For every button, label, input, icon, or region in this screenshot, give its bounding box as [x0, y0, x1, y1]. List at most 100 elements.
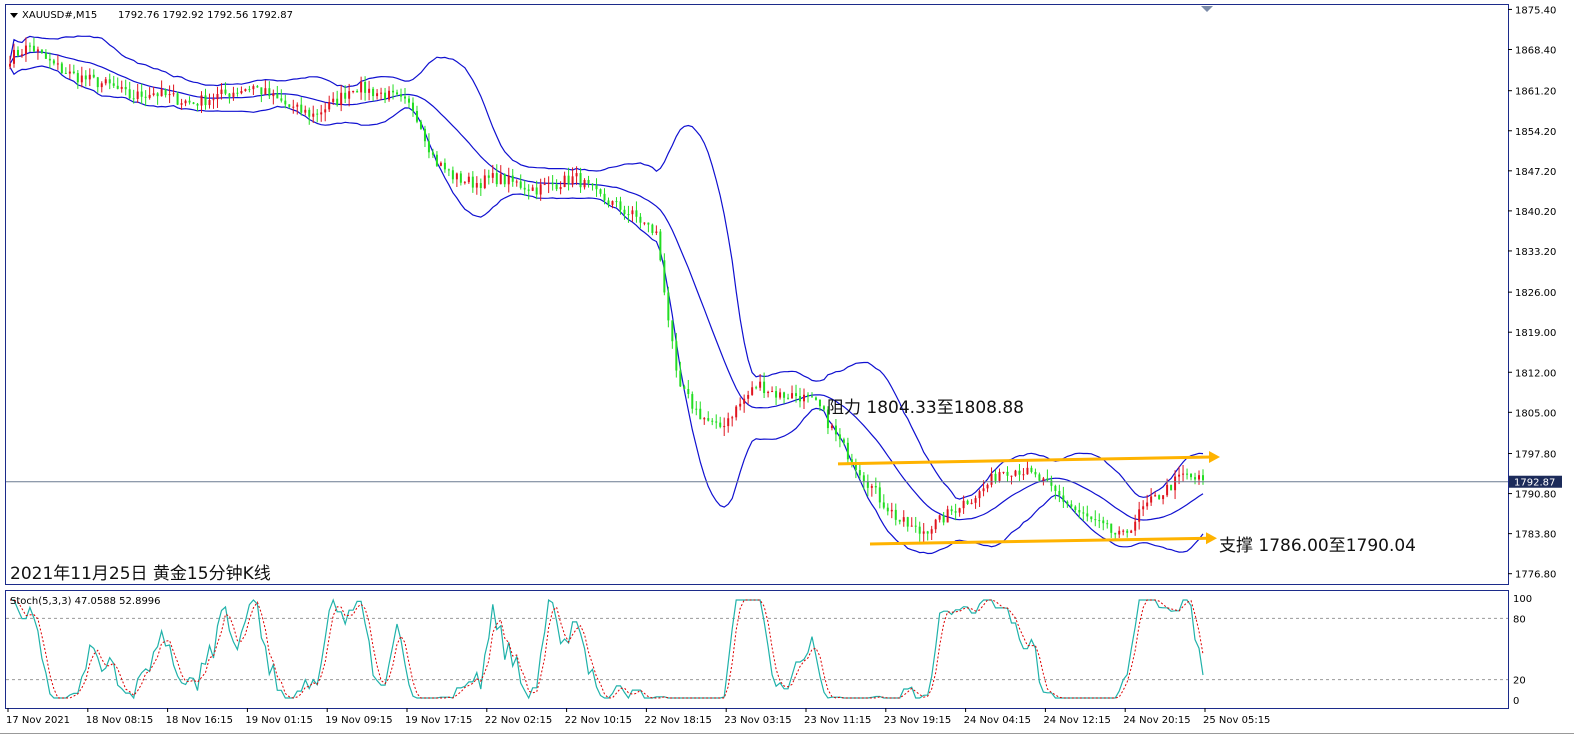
candle	[1150, 488, 1153, 506]
candle	[946, 505, 949, 523]
support-arrow	[869, 532, 1217, 546]
x-tick-label: 25 Nov 05:15	[1203, 715, 1270, 726]
x-tick-label: 19 Nov 17:15	[405, 715, 472, 726]
candle	[803, 388, 806, 410]
candle	[1190, 473, 1193, 481]
candle	[60, 61, 63, 75]
candle	[862, 472, 865, 491]
x-tick-label: 23 Nov 19:15	[884, 715, 951, 726]
candle	[64, 67, 67, 74]
y-tick-label: 1826.00	[1515, 288, 1556, 299]
candle	[228, 93, 231, 104]
candle	[1074, 505, 1077, 514]
candle	[479, 178, 482, 196]
candle	[1114, 532, 1117, 540]
candle	[651, 223, 654, 236]
x-tick-label: 19 Nov 09:15	[325, 715, 392, 726]
candle	[419, 119, 422, 130]
candle	[1170, 484, 1173, 491]
candle	[854, 458, 857, 479]
x-tick-label: 23 Nov 03:15	[724, 715, 791, 726]
x-tick-label: 24 Nov 04:15	[964, 715, 1031, 726]
candle	[411, 97, 414, 117]
candle	[727, 412, 730, 433]
candle	[787, 393, 790, 400]
candle	[272, 89, 275, 105]
candle	[743, 394, 746, 413]
y-tick-label: 1776.80	[1515, 570, 1556, 581]
candle	[1066, 500, 1069, 508]
candle	[332, 92, 335, 105]
candle	[942, 511, 945, 526]
candle	[1106, 519, 1109, 529]
bollinger-middle-band	[9, 51, 1204, 521]
candle	[707, 411, 710, 422]
y-tick-label: 1861.20	[1515, 87, 1556, 98]
candle	[643, 222, 646, 226]
candle	[20, 48, 23, 58]
stoch-signal-line	[10, 599, 1204, 699]
candle	[791, 385, 794, 399]
candle	[583, 178, 586, 190]
candle	[471, 171, 474, 193]
candle	[1078, 502, 1081, 519]
symbol-dropdown-icon[interactable]	[10, 13, 18, 18]
candle	[120, 80, 123, 93]
scroll-marker-icon[interactable]	[1201, 6, 1213, 12]
candle	[571, 167, 574, 188]
y-tick-label: 1812.00	[1515, 368, 1556, 379]
candle	[88, 68, 91, 87]
candle	[300, 97, 303, 116]
candle	[858, 462, 861, 480]
candle	[392, 84, 395, 100]
x-tick-label: 22 Nov 18:15	[644, 715, 711, 726]
candle	[850, 453, 853, 468]
candle	[152, 86, 155, 97]
y-tick-label: 1854.20	[1515, 127, 1556, 138]
candle	[866, 474, 869, 497]
candle	[24, 37, 27, 62]
candle	[563, 171, 566, 188]
candle	[551, 175, 554, 191]
candle	[1154, 491, 1157, 497]
candle	[196, 102, 199, 112]
candle	[236, 87, 239, 97]
candle	[683, 384, 686, 390]
candle	[356, 89, 359, 93]
candle	[396, 89, 399, 97]
candle	[296, 102, 299, 115]
y-tick-label: 1797.80	[1515, 450, 1556, 461]
candle	[731, 415, 734, 427]
candle	[579, 167, 582, 193]
candle	[1046, 469, 1049, 482]
candle	[814, 396, 817, 401]
x-tick-label: 19 Nov 01:15	[245, 715, 312, 726]
candle	[1202, 469, 1205, 485]
candle	[631, 206, 634, 222]
candle	[587, 175, 590, 188]
candle	[547, 176, 550, 194]
candle	[934, 518, 937, 534]
candle	[407, 95, 410, 109]
candle	[100, 81, 103, 93]
candle	[248, 85, 251, 93]
candle	[795, 384, 798, 403]
candle	[8, 55, 11, 70]
current-price-tag	[1509, 475, 1562, 488]
candle	[515, 179, 518, 187]
candle	[1122, 529, 1125, 536]
candle	[1070, 500, 1073, 510]
candle	[344, 85, 347, 104]
candle	[256, 84, 259, 88]
support-annotation: 支撑 1786.00至1790.04	[1219, 536, 1416, 556]
candle	[962, 495, 965, 514]
candle	[615, 197, 618, 208]
candle	[204, 88, 207, 110]
candle	[132, 89, 135, 104]
candle	[288, 104, 291, 109]
candle	[914, 516, 917, 533]
candle	[44, 49, 47, 60]
y-tick-label: 1783.80	[1515, 530, 1556, 541]
candle	[575, 166, 578, 185]
